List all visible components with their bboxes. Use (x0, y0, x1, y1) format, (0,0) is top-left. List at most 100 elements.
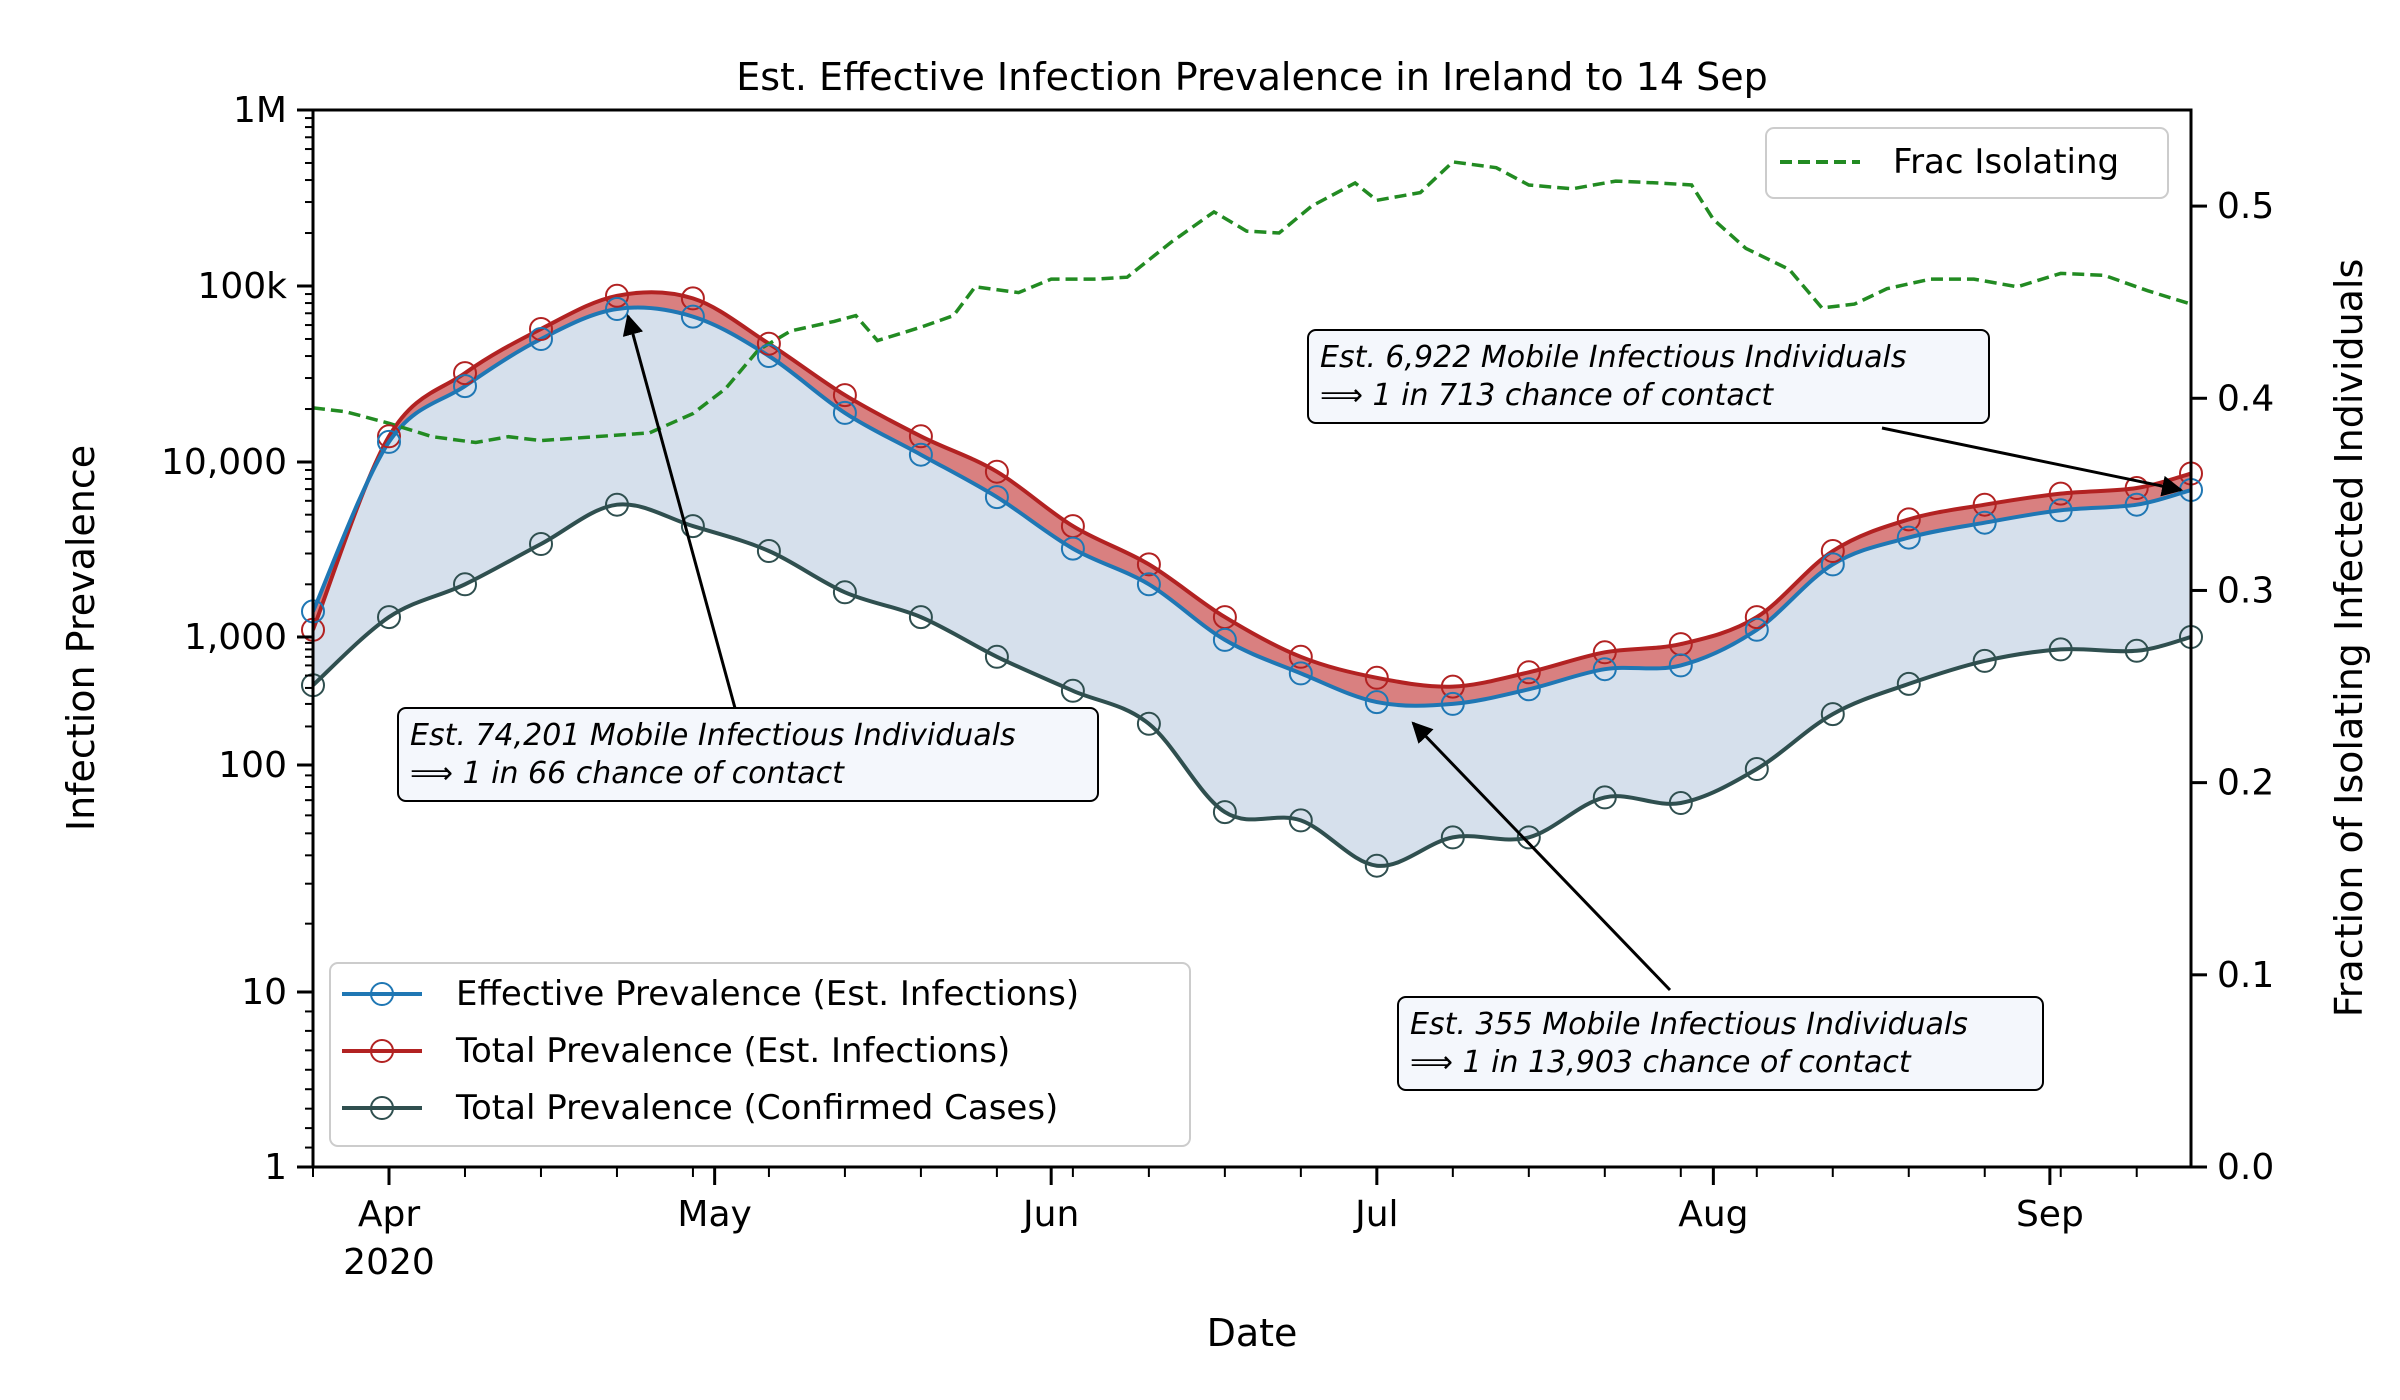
marker-effective (1212, 627, 1237, 652)
annotation-latest-line2: ⟹ 1 in 713 chance of contact (1320, 378, 1774, 413)
x-tick-label: Jul (1353, 1194, 1398, 1235)
marker-effective (680, 304, 705, 329)
marker-total-est (756, 331, 781, 356)
marker-effective (984, 485, 1009, 510)
annotation-latest-line1: Est. 6,922 Mobile Infectious Individuals (1320, 340, 1907, 375)
annotation-peak: Est. 74,201 Mobile Infectious Individual… (397, 313, 1099, 802)
marker-effective (756, 344, 781, 368)
marker-total-est (453, 361, 477, 386)
marker-effective (1516, 677, 1541, 702)
y-tick-label: 100k (197, 266, 287, 307)
marker-confirmed (1060, 678, 1085, 703)
y-tick-label: 1M (233, 90, 287, 131)
y-tick-label: 10,000 (161, 442, 287, 483)
legend-main-frame (329, 962, 1191, 1147)
legend-frac-label: Frac Isolating (1893, 142, 2119, 182)
marker-confirmed (1136, 711, 1161, 736)
marker-confirmed (680, 514, 705, 539)
marker-confirmed (2124, 638, 2149, 663)
line-frac-isolating (313, 160, 2191, 445)
marker-effective (377, 429, 401, 454)
marker-confirmed (2048, 637, 2073, 662)
marker-total-est (832, 383, 857, 408)
marker-effective (1668, 653, 1693, 678)
annotation-peak-line1: Est. 74,201 Mobile Infectious Individual… (410, 718, 1016, 753)
x-tick-label: Jun (1021, 1194, 1079, 1235)
fill-effective-vs-confirmed (313, 307, 2191, 866)
y-tick-label: 1 (264, 1147, 287, 1188)
marker-effective (1896, 525, 1921, 550)
y-tick-label: 1,000 (184, 617, 287, 658)
marker-effective (2124, 492, 2149, 517)
series-lines (313, 160, 2191, 868)
marker-confirmed (984, 644, 1009, 669)
marker-effective (1592, 657, 1617, 682)
marker-total-est (908, 424, 933, 449)
marker-effective (1440, 691, 1465, 716)
marker-total-est (1896, 507, 1921, 532)
y2-tick-label: 0.1 (2217, 955, 2274, 996)
marker-confirmed (908, 605, 933, 630)
marker-total-est (1972, 492, 1997, 517)
marker-total-est (984, 459, 1009, 484)
marker-total-est (1820, 539, 1845, 563)
x-tick-label: Aug (1678, 1194, 1748, 1235)
annotation-trough-box (1397, 996, 2044, 1091)
annotation-trough-line2: ⟹ 1 in 13,903 chance of contact (1410, 1045, 1912, 1080)
marker-total-est (1136, 552, 1161, 577)
y-axis-label: Infection Prevalence (59, 445, 103, 831)
annotation-latest-arrow (1881, 426, 2184, 497)
annotation-latest: Est. 6,922 Mobile Infectious Individuals… (1307, 329, 2184, 497)
marker-total-est (680, 286, 705, 311)
marker-total-est (2048, 481, 2073, 506)
marker-effective (605, 297, 629, 321)
marker-effective (1820, 552, 1845, 577)
chart-title: Est. Effective Infection Prevalence in I… (736, 55, 1768, 99)
marker-confirmed (1364, 853, 1389, 878)
marker-confirmed (1592, 785, 1617, 810)
y2-tick-label: 0.4 (2217, 378, 2274, 419)
y2-tick-label: 0.0 (2217, 1147, 2274, 1188)
marker-confirmed (377, 605, 401, 630)
legend-effective-label: Effective Prevalence (Est. Infections) (456, 974, 1079, 1014)
marker-confirmed (1896, 671, 1921, 696)
legend-main: Effective Prevalence (Est. Infections) T… (329, 962, 1191, 1147)
y2-axis-label: Fraction of Isolating Infected Individua… (2327, 259, 2371, 1018)
annotation-trough-line1: Est. 355 Mobile Infectious Individuals (1410, 1007, 1968, 1042)
y-tick-label: 100 (218, 745, 287, 786)
marker-effective (1060, 536, 1085, 561)
marker-total-est (377, 424, 401, 449)
y-tick-label: 10 (241, 972, 287, 1013)
marker-confirmed (1440, 825, 1465, 850)
annotation-latest-box (1307, 329, 1990, 424)
line-confirmed (313, 502, 2191, 868)
legend-confirmed-marker (370, 1096, 394, 1120)
legend-effective-marker (370, 982, 394, 1006)
marker-confirmed (1820, 702, 1845, 727)
legend-total-est-label: Total Prevalence (Est. Infections) (455, 1031, 1010, 1071)
y2-tick-label: 0.5 (2217, 186, 2274, 227)
marker-effective (1364, 690, 1389, 715)
y2-tick-label: 0.2 (2217, 763, 2274, 804)
marker-total-est (1440, 674, 1465, 699)
annotation-trough: Est. 355 Mobile Infectious Individuals ⟹… (1397, 721, 2044, 1091)
marker-confirmed (529, 532, 553, 556)
marker-total-est (1744, 605, 1769, 630)
marker-effective (453, 374, 477, 399)
prevalence-fills (313, 292, 2191, 866)
marker-confirmed (1516, 825, 1541, 850)
annotation-trough-arrow (1411, 721, 1672, 992)
marker-confirmed (1668, 791, 1693, 815)
x-axis-label: Date (1207, 1311, 1298, 1355)
marker-effective (1972, 510, 1997, 535)
marker-total-est (1516, 660, 1541, 685)
line-effective (313, 305, 2191, 708)
x-tick-label: Apr (358, 1194, 420, 1235)
marker-effective (529, 327, 553, 351)
x-tick-label: May (677, 1194, 751, 1235)
axes: 1 10 100 1,000 10,000 100k 1M 0.0 0.1 0.2 0.3 0.4 0.… (161, 90, 2274, 1283)
marker-confirmed (1972, 648, 1997, 673)
annotation-peak-box (397, 707, 1099, 802)
marker-total-est (529, 317, 553, 341)
